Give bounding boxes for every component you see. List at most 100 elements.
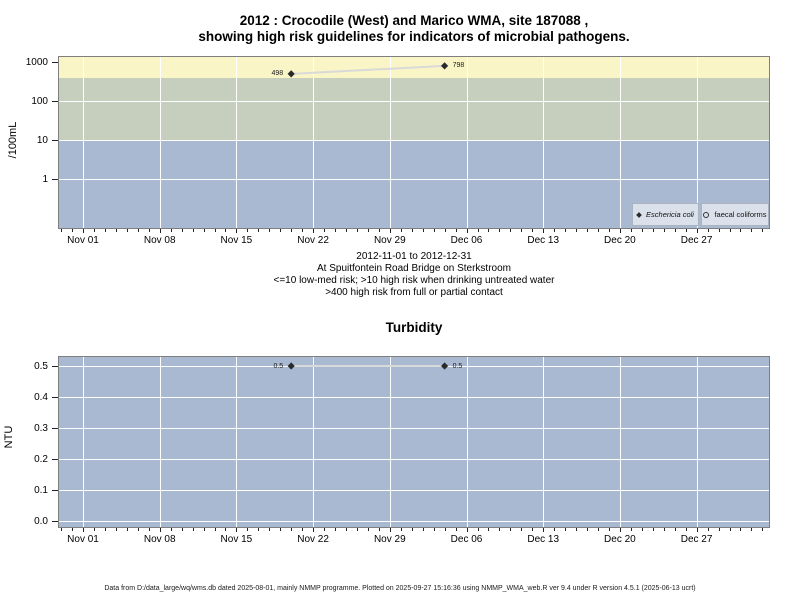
x-tick-minor bbox=[444, 229, 446, 232]
y-tick-label: 0.3 bbox=[34, 423, 48, 434]
x-tick-minor bbox=[400, 528, 402, 531]
x-tick-minor bbox=[565, 229, 567, 232]
x-tick-minor bbox=[554, 528, 556, 531]
x-tick-minor bbox=[291, 528, 293, 531]
x-tick-minor bbox=[663, 528, 665, 531]
x-tick-label: Nov 29 bbox=[373, 534, 406, 545]
data-point-label: 0.5 bbox=[452, 362, 463, 370]
data-point-marker bbox=[440, 362, 449, 370]
y-tick-label: 1 bbox=[42, 174, 48, 185]
x-tick-major bbox=[466, 229, 468, 233]
x-tick-minor bbox=[280, 229, 282, 232]
x-tick-major bbox=[236, 229, 238, 233]
x-tick-minor bbox=[608, 229, 610, 232]
x-tick-minor bbox=[61, 528, 63, 531]
x-tick-minor bbox=[411, 528, 413, 531]
x-tick-major bbox=[696, 229, 698, 233]
x-tick-minor bbox=[729, 528, 731, 531]
y-tick-label: 10 bbox=[36, 135, 48, 146]
y-tick bbox=[52, 521, 58, 522]
y-tick bbox=[52, 140, 58, 141]
x-tick-label: Nov 15 bbox=[220, 534, 253, 545]
x-tick-minor bbox=[148, 528, 150, 531]
x-tick-label: Dec 06 bbox=[450, 235, 483, 246]
data-point-label: 0.5 bbox=[273, 362, 284, 370]
x-tick-major bbox=[543, 528, 545, 532]
x-tick-major bbox=[236, 528, 238, 532]
x-tick-minor bbox=[740, 229, 742, 232]
x-tick-minor bbox=[499, 229, 501, 232]
x-tick-minor bbox=[433, 528, 435, 531]
x-tick-minor bbox=[247, 528, 249, 531]
x-tick-minor bbox=[302, 229, 304, 232]
x-tick-minor bbox=[148, 229, 150, 232]
subtitle-daterange: 2012-11-01 to 2012-12-31 bbox=[356, 251, 472, 262]
gridline-h bbox=[59, 101, 769, 102]
gridline-v bbox=[466, 57, 468, 228]
x-tick-label: Nov 29 bbox=[373, 235, 406, 246]
x-tick-minor bbox=[335, 528, 336, 531]
gridline-v bbox=[543, 57, 545, 228]
legend-ecoli-label: Eschericia coli bbox=[646, 210, 694, 219]
x-tick-minor bbox=[455, 528, 457, 531]
x-tick-minor bbox=[630, 528, 632, 531]
gridline-v bbox=[159, 357, 161, 527]
x-tick-minor bbox=[455, 229, 457, 232]
x-tick-minor bbox=[269, 528, 271, 531]
x-tick-minor bbox=[335, 229, 336, 232]
x-tick-minor bbox=[641, 528, 643, 531]
x-tick-minor bbox=[521, 528, 523, 531]
gridline-v bbox=[159, 57, 161, 228]
x-tick-label: Nov 01 bbox=[67, 235, 99, 246]
y-tick bbox=[52, 459, 58, 460]
gridline-v bbox=[543, 357, 545, 527]
x-tick-minor bbox=[346, 229, 347, 232]
footer-provenance: Data from D:/data_large/wq/wms.db dated … bbox=[104, 585, 696, 592]
x-tick-minor bbox=[587, 229, 588, 232]
subtitle-location: At Spuitfontein Road Bridge on Sterkstro… bbox=[317, 263, 511, 274]
risk-band-high-drinking bbox=[59, 78, 769, 140]
subtitle-block: 2012-11-01 to 2012-12-31 At Spuitfontein… bbox=[59, 251, 769, 299]
x-tick-minor bbox=[652, 229, 654, 232]
x-tick-minor bbox=[685, 229, 687, 232]
x-tick-minor bbox=[115, 229, 117, 232]
x-tick-minor bbox=[72, 528, 73, 531]
turbidity-y-axis-title: NTU bbox=[3, 425, 15, 449]
gridline-h bbox=[59, 179, 769, 180]
x-tick-minor bbox=[192, 229, 194, 232]
gridline-v bbox=[83, 57, 84, 228]
data-point-label: 498 bbox=[271, 70, 284, 78]
x-tick-minor bbox=[740, 528, 742, 531]
legend-ecoli: Eschericia coli bbox=[632, 203, 699, 226]
x-tick-minor bbox=[674, 528, 676, 531]
y-tick bbox=[52, 397, 58, 398]
data-point-label: 798 bbox=[452, 62, 465, 70]
x-tick-minor bbox=[258, 528, 260, 531]
x-tick-label: Dec 27 bbox=[680, 534, 713, 545]
x-tick-label: Nov 22 bbox=[297, 235, 329, 246]
subtitle-guideline-drinking: <=10 low-med risk; >10 high risk when dr… bbox=[273, 275, 555, 286]
x-tick-minor bbox=[247, 229, 249, 232]
x-tick-major bbox=[313, 229, 315, 233]
x-tick-minor bbox=[751, 528, 753, 531]
y-tick-label: 0.1 bbox=[34, 485, 48, 496]
x-tick-minor bbox=[707, 229, 709, 232]
data-point-marker bbox=[287, 70, 295, 78]
gridline-h bbox=[59, 397, 769, 398]
x-tick-major bbox=[619, 528, 621, 532]
x-tick-minor bbox=[367, 528, 369, 531]
x-tick-minor bbox=[61, 229, 63, 232]
x-tick-major bbox=[83, 528, 84, 532]
x-tick-minor bbox=[532, 229, 534, 232]
gridline-h bbox=[59, 140, 769, 141]
x-tick-minor bbox=[378, 229, 380, 232]
x-tick-major bbox=[313, 528, 315, 532]
main-title-line1: 2012 : Crocodile (West) and Marico WMA, … bbox=[239, 13, 589, 28]
gridline-v bbox=[619, 357, 621, 527]
x-tick-minor bbox=[641, 229, 643, 232]
y-tick-label: 0.4 bbox=[34, 392, 48, 403]
x-tick-major bbox=[83, 229, 84, 233]
x-tick-minor bbox=[598, 229, 599, 232]
x-tick-minor bbox=[663, 229, 665, 232]
x-tick-minor bbox=[576, 229, 578, 232]
